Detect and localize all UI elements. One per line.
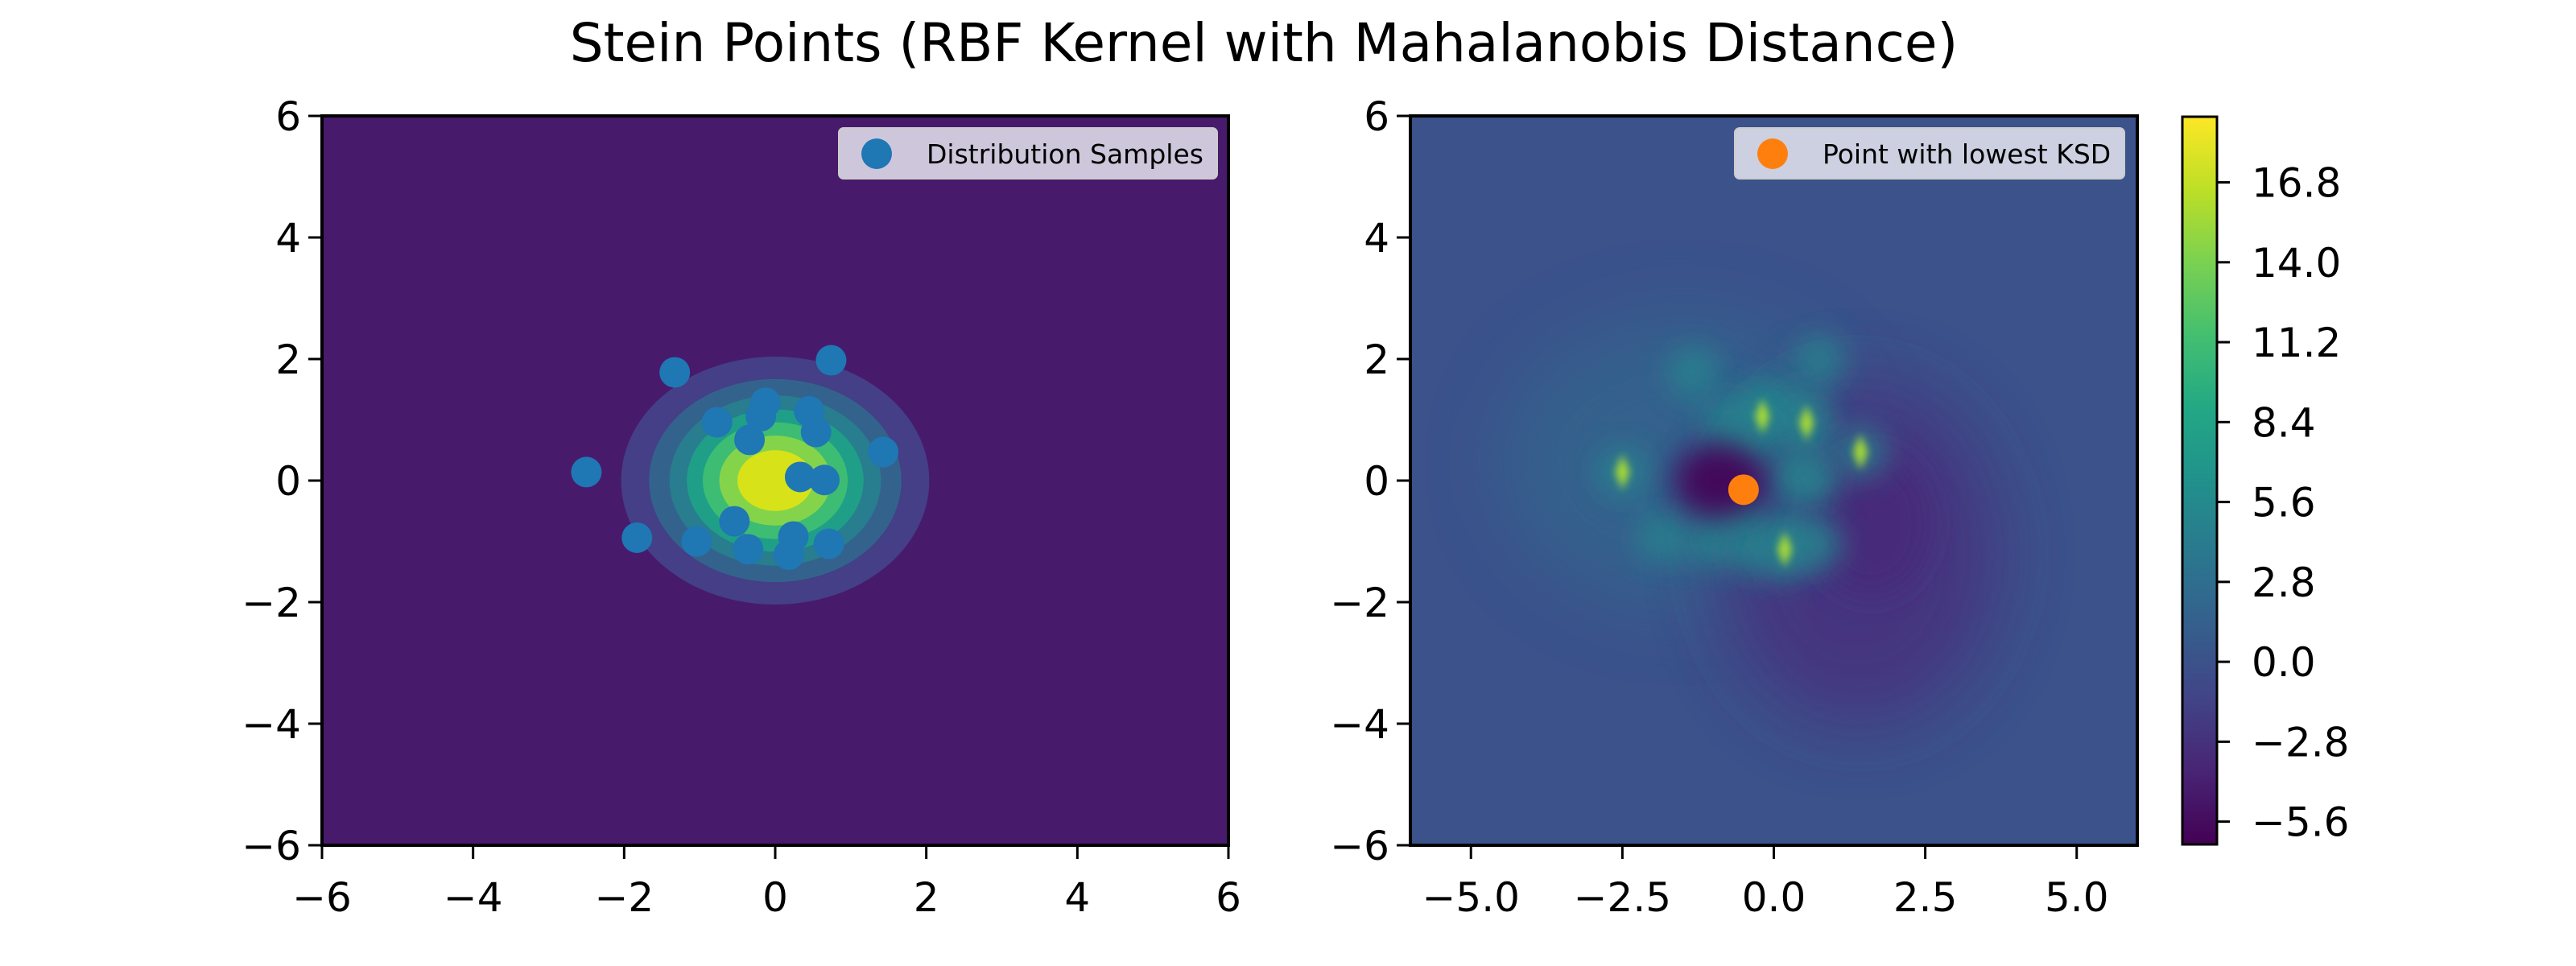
colorbar-tick-label: 0.0 [2252, 639, 2316, 686]
legend-box [838, 127, 1218, 180]
y-tick-label: −6 [242, 823, 301, 869]
heatmap-peak [1615, 454, 1630, 490]
heatmap-blob [1667, 347, 1719, 398]
y-tick-label: −2 [1330, 580, 1389, 626]
lowest-ksd-point [1728, 474, 1759, 506]
heatmap-peak [1755, 398, 1770, 434]
sample-point [745, 400, 777, 431]
sample-point [659, 357, 691, 388]
x-tick-label: 5.0 [2045, 874, 2109, 921]
y-tick-label: −4 [242, 701, 301, 748]
x-tick-label: 2 [914, 874, 939, 921]
legend: Distribution Samples [838, 127, 1218, 180]
heatmap-blob [1637, 512, 1689, 564]
sample-point [733, 534, 764, 565]
legend-marker [861, 138, 892, 169]
y-tick-label: 2 [1364, 336, 1389, 383]
y-tick-label: 6 [275, 93, 301, 140]
legend-label: Distribution Samples [927, 138, 1203, 170]
x-tick-label: −4 [444, 874, 503, 921]
colorbar-tick-label: 14.0 [2252, 240, 2341, 287]
sample-point [621, 522, 653, 553]
legend-label: Point with lowest KSD [1823, 138, 2111, 170]
x-tick-label: −2.5 [1574, 874, 1671, 921]
figure-title: Stein Points (RBF Kernel with Mahalanobi… [570, 12, 1959, 74]
y-tick-label: −4 [1330, 701, 1389, 748]
x-tick-label: −2 [594, 874, 654, 921]
x-tick-label: 2.5 [1893, 874, 1958, 921]
sample-point [800, 416, 832, 448]
y-tick-label: 6 [1364, 93, 1389, 140]
legend-box [1734, 127, 2125, 180]
x-tick-label: 0 [762, 874, 788, 921]
sample-point [571, 456, 602, 488]
colorbar-tick-label: 11.2 [2252, 320, 2341, 366]
x-tick-label: 0.0 [1742, 874, 1806, 921]
sample-point [815, 345, 847, 376]
left-axes: −6 −4 −2 0 2 4 6 −6 −4 −2 0 2 4 6 Distribution Samples [242, 93, 1241, 921]
sample-point [784, 461, 815, 493]
colorbar-tick-label: 8.4 [2252, 399, 2316, 446]
sample-point [701, 407, 733, 438]
heatmap-peak [1777, 531, 1793, 568]
sample-point [773, 539, 804, 571]
y-tick-label: 4 [1364, 215, 1389, 262]
colorbar-gradient [2181, 115, 2219, 846]
x-tick-label: 4 [1064, 874, 1090, 921]
heatmap-blob [1791, 518, 1843, 570]
x-tick-label: −6 [292, 874, 352, 921]
heatmap [1410, 116, 2137, 845]
y-tick-label: 2 [275, 336, 301, 383]
colorbar-tick-label: −5.6 [2252, 799, 2349, 846]
legend-marker [1757, 138, 1788, 169]
colorbar: 16.8 14.0 11.2 8.4 5.6 2.8 0.0 −2.8 −5.6 [2181, 115, 2349, 846]
legend: Point with lowest KSD [1734, 127, 2125, 180]
colorbar-tick-label: 16.8 [2252, 160, 2341, 207]
right-axes: −5.0 −2.5 0.0 2.5 5.0 −6 −4 −2 0 2 4 6 Point with lo… [1330, 93, 2139, 921]
heatmap-blob [1793, 334, 1844, 386]
y-tick-label: −6 [1330, 823, 1389, 869]
y-tick-label: 0 [1364, 458, 1389, 505]
sample-point [813, 528, 844, 559]
sample-point [734, 424, 766, 456]
colorbar-tick-label: 5.6 [2252, 480, 2316, 526]
colorbar-tick-label: 2.8 [2252, 559, 2316, 606]
heatmap-blob [1685, 515, 1736, 568]
sample-point [719, 506, 750, 537]
x-tick-label: 6 [1216, 874, 1241, 921]
y-tick-label: −2 [242, 580, 301, 626]
y-tick-label: 0 [275, 458, 301, 505]
sample-point [868, 436, 899, 468]
sample-point [681, 526, 712, 557]
colorbar-tick-label: −2.8 [2252, 719, 2349, 766]
y-tick-label: 4 [275, 215, 301, 262]
sample-point [808, 464, 840, 496]
heatmap-blob [1787, 454, 1839, 506]
heatmap-peak [1853, 434, 1868, 470]
heatmap-peak [1799, 405, 1814, 441]
x-tick-label: −5.0 [1422, 874, 1520, 921]
heatmap-region [1810, 450, 1932, 597]
